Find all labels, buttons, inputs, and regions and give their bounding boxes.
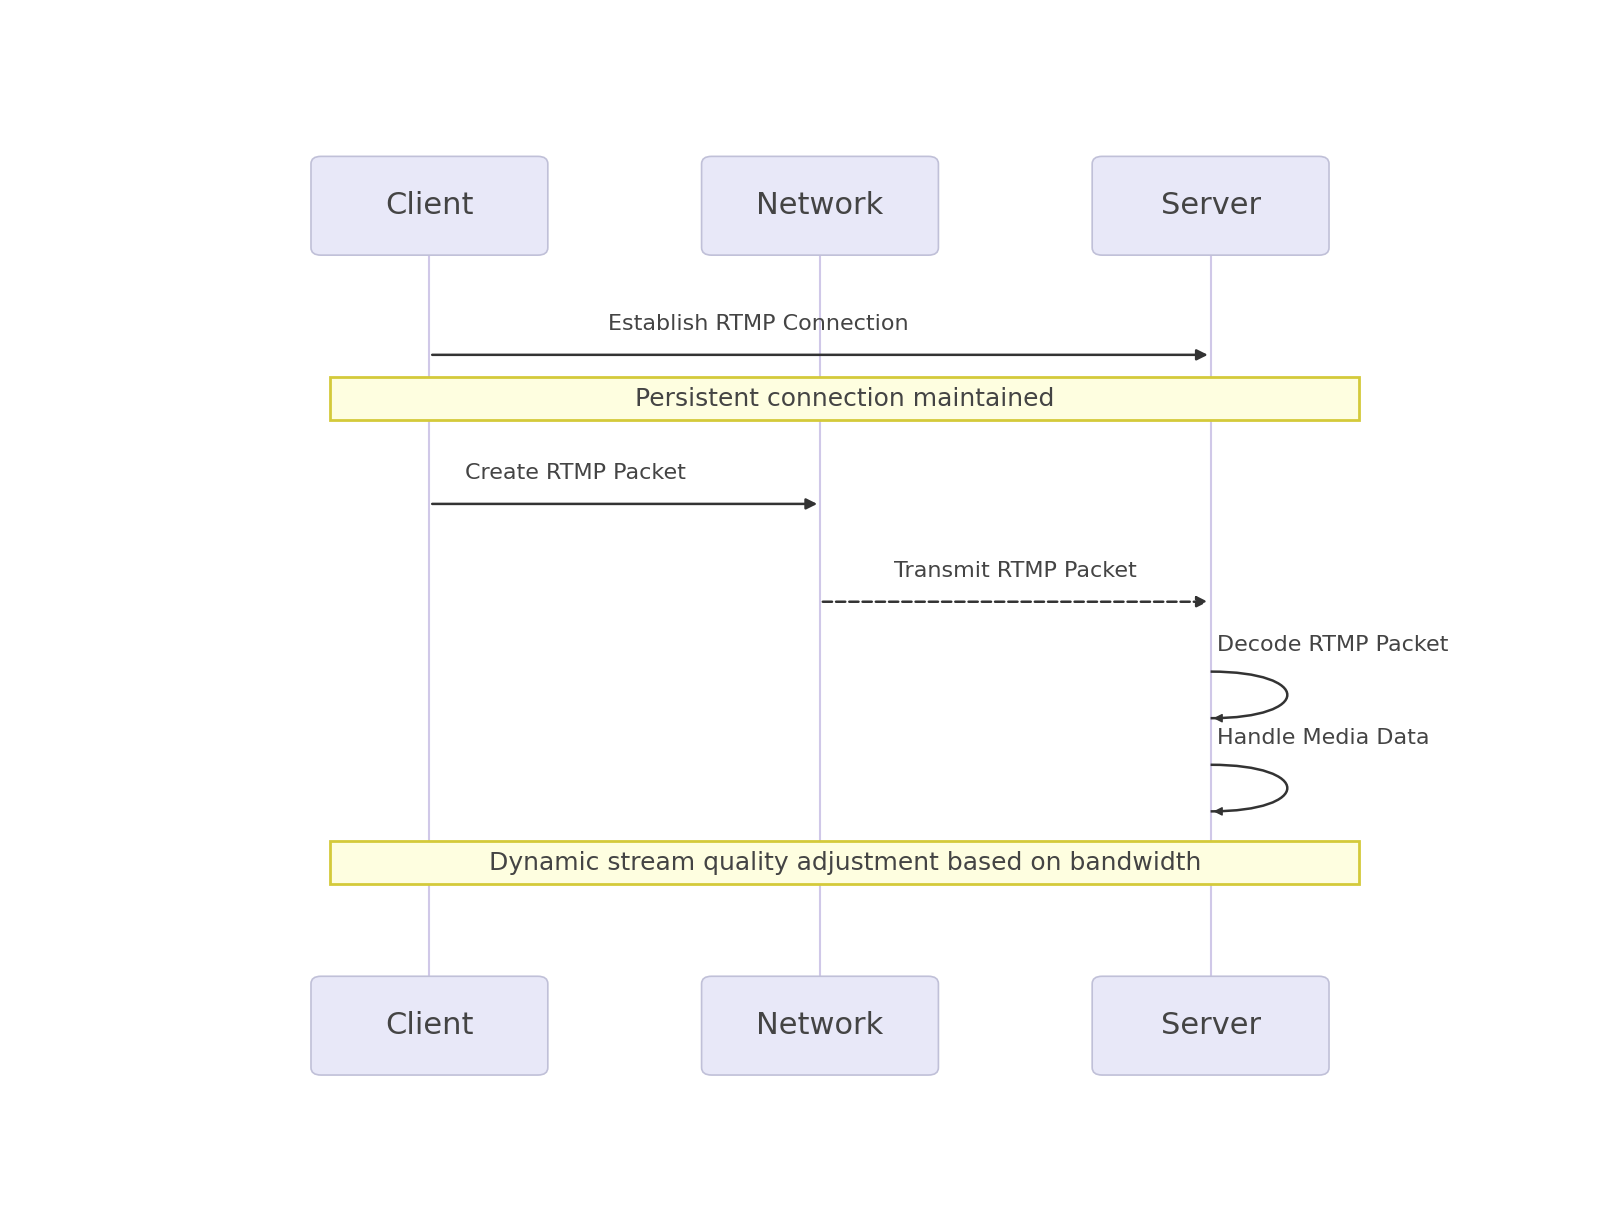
Text: Dynamic stream quality adjustment based on bandwidth: Dynamic stream quality adjustment based … bbox=[488, 851, 1202, 875]
Text: Network: Network bbox=[757, 191, 883, 220]
Bar bbox=[330, 378, 1360, 420]
Text: Transmit RTMP Packet: Transmit RTMP Packet bbox=[894, 561, 1136, 581]
Text: Persistent connection maintained: Persistent connection maintained bbox=[635, 387, 1054, 410]
Text: Handle Media Data: Handle Media Data bbox=[1216, 728, 1429, 748]
FancyBboxPatch shape bbox=[701, 156, 939, 255]
Text: Establish RTMP Connection: Establish RTMP Connection bbox=[608, 315, 909, 334]
FancyBboxPatch shape bbox=[310, 976, 547, 1074]
FancyBboxPatch shape bbox=[310, 156, 547, 255]
Text: Server: Server bbox=[1160, 191, 1261, 220]
FancyBboxPatch shape bbox=[1093, 156, 1330, 255]
FancyBboxPatch shape bbox=[1093, 976, 1330, 1074]
Text: Client: Client bbox=[386, 191, 474, 220]
Text: Server: Server bbox=[1160, 1012, 1261, 1041]
Bar bbox=[330, 841, 1360, 885]
Text: Create RTMP Packet: Create RTMP Packet bbox=[464, 463, 685, 484]
FancyBboxPatch shape bbox=[701, 976, 939, 1074]
Text: Decode RTMP Packet: Decode RTMP Packet bbox=[1216, 635, 1448, 655]
Text: Network: Network bbox=[757, 1012, 883, 1041]
Text: Client: Client bbox=[386, 1012, 474, 1041]
